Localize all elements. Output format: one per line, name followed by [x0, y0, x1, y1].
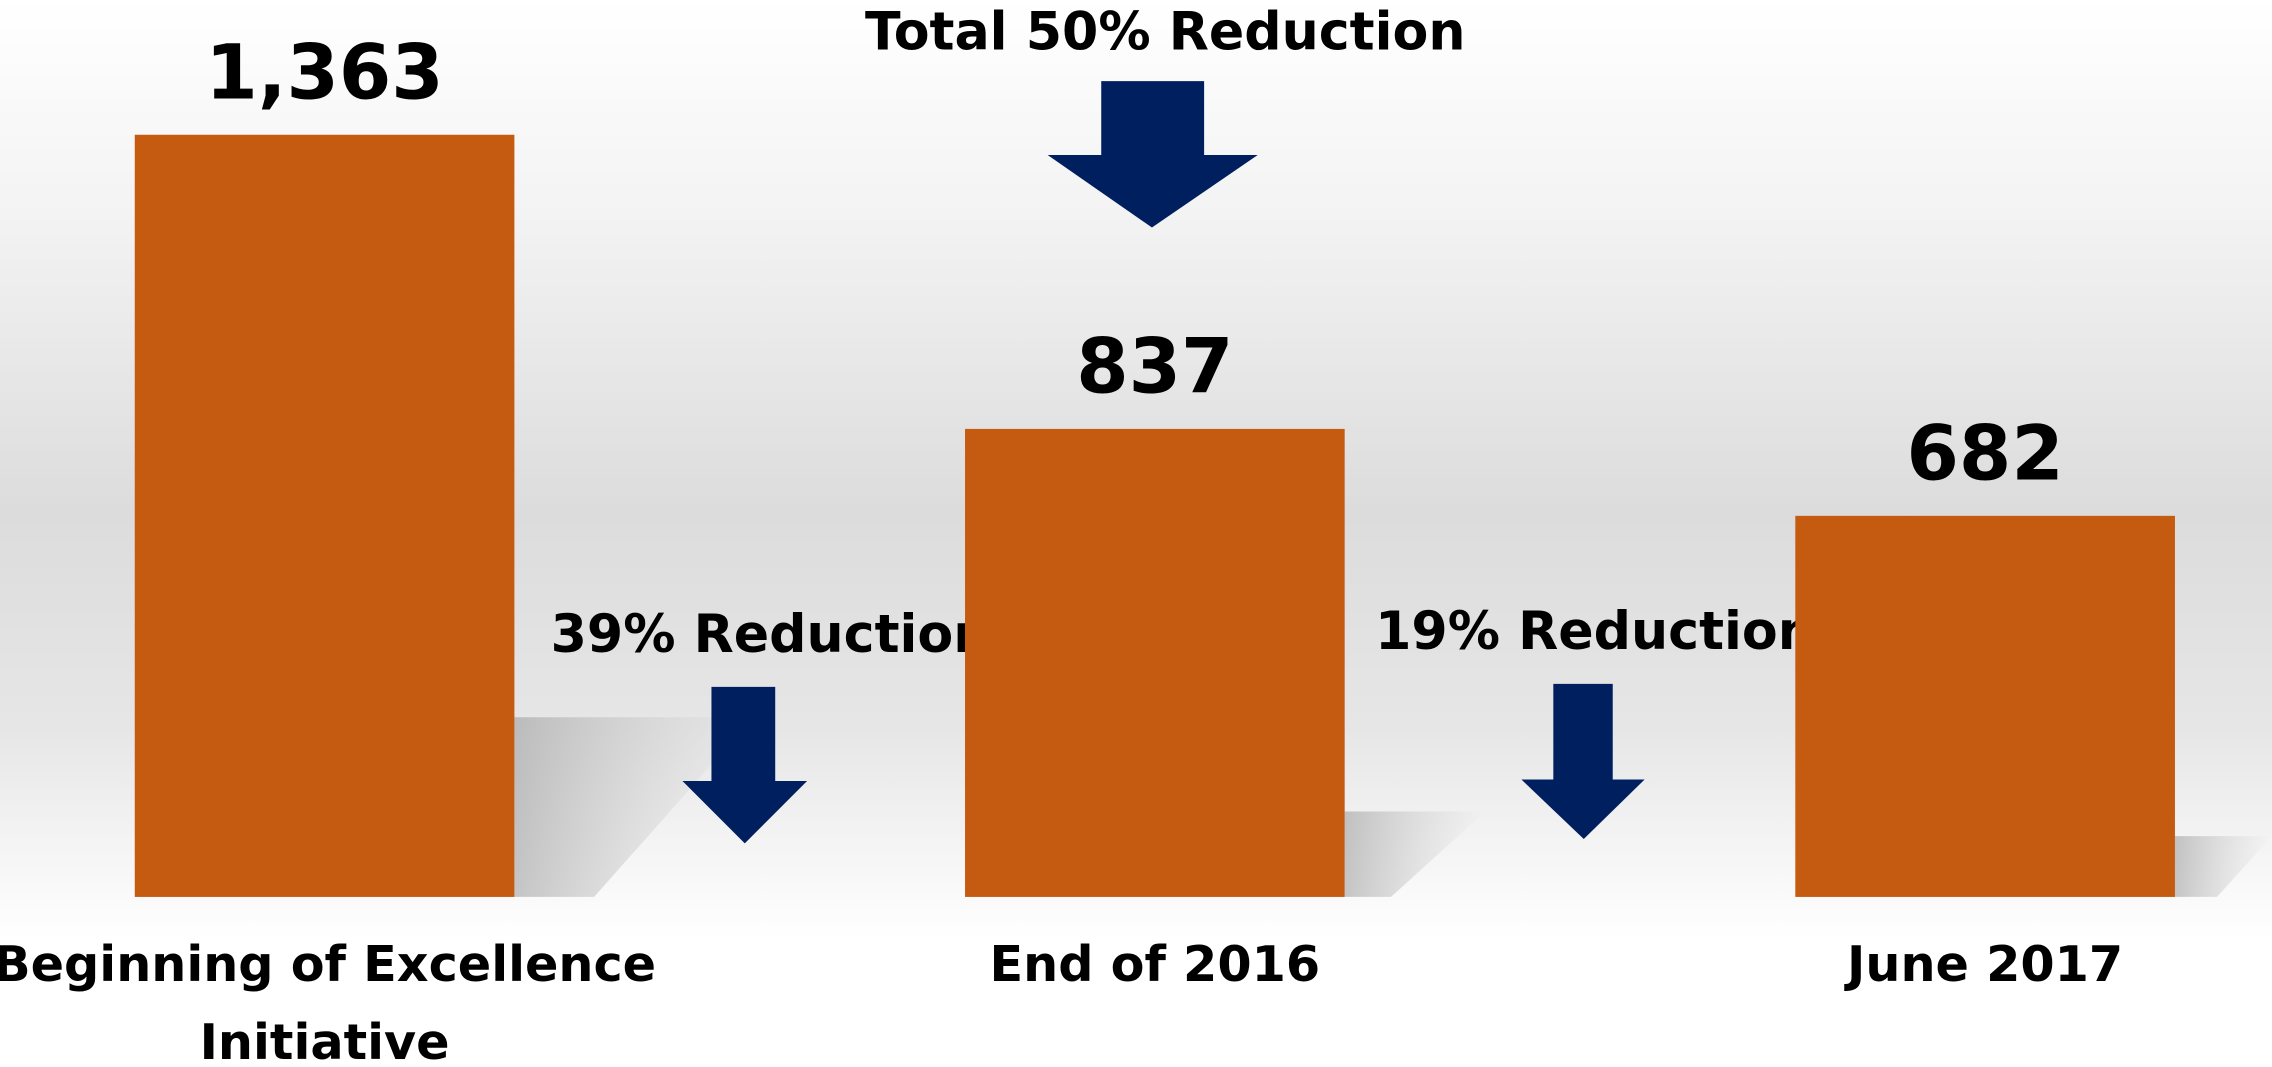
annotation: 19% Reduction [1375, 602, 1815, 663]
bar [965, 428, 1345, 897]
shadow [2174, 836, 2272, 897]
data-label: 1,363 [205, 30, 444, 118]
shadow [1344, 811, 1486, 897]
x-tick-label: June 2017 [1847, 936, 2124, 995]
x-tick-label: End of 2016 [989, 936, 1321, 995]
bar [1795, 515, 2175, 897]
arrow [1521, 683, 1645, 839]
data-label: 682 [1906, 411, 2064, 499]
annotation: 39% Reduction [550, 605, 991, 666]
data-label: 837 [1076, 324, 1234, 412]
shadow [514, 717, 754, 897]
annotation: Total 50% Reduction [865, 2, 1466, 63]
arrow [1047, 81, 1258, 228]
arrow [682, 686, 808, 844]
x-tick-label: Beginning of Excellence Initiative [0, 936, 657, 1067]
bar [134, 134, 515, 897]
